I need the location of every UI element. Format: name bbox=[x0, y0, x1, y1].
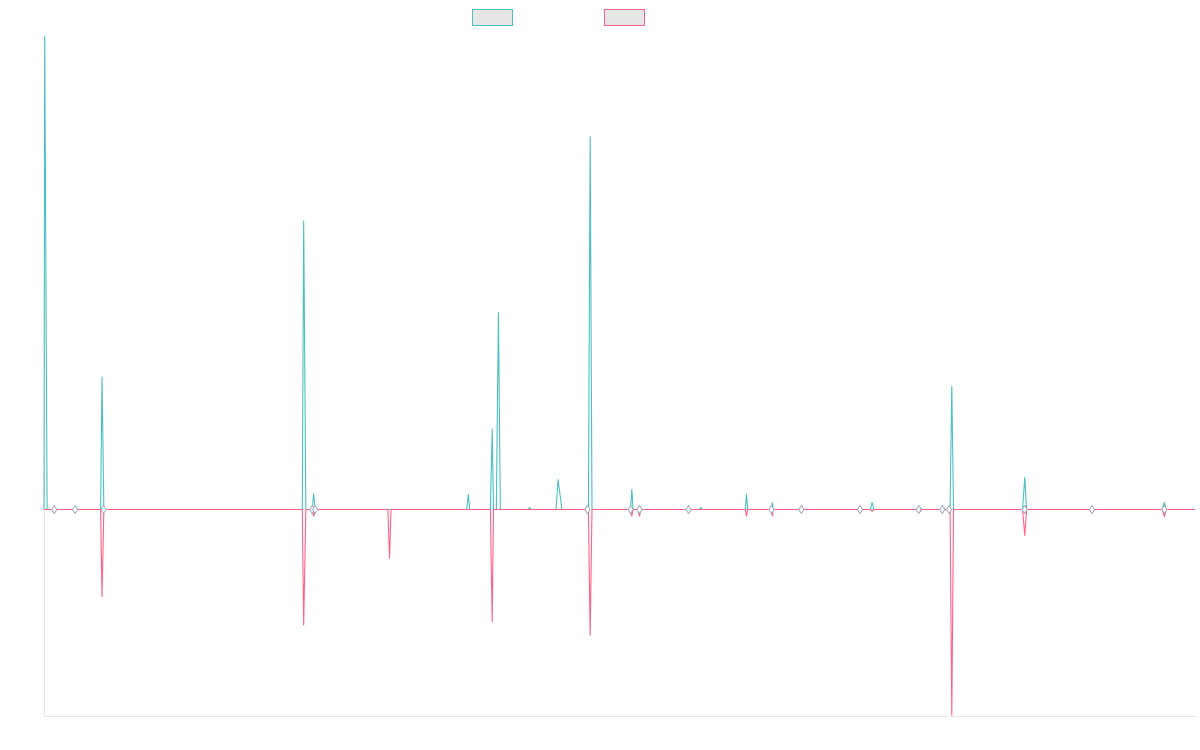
series-1-line bbox=[43, 35, 1195, 511]
data-point-marker bbox=[915, 504, 922, 515]
legend-swatch-series-1[interactable] bbox=[472, 9, 513, 26]
data-point-marker bbox=[1088, 504, 1096, 515]
data-point-marker bbox=[856, 504, 864, 515]
data-point-marker bbox=[584, 504, 591, 515]
data-point-marker bbox=[768, 504, 775, 515]
data-point-marker bbox=[1021, 504, 1028, 515]
series-layer bbox=[43, 35, 1195, 716]
legend-swatch-series-2[interactable] bbox=[604, 9, 645, 26]
data-point-marker bbox=[798, 504, 805, 515]
data-point-marker bbox=[685, 504, 692, 515]
data-point-marker bbox=[1161, 504, 1168, 515]
data-point-marker bbox=[100, 504, 107, 515]
data-point-marker bbox=[939, 504, 946, 515]
marker-layer bbox=[51, 504, 1168, 515]
data-point-marker bbox=[71, 504, 79, 515]
data-point-marker bbox=[312, 504, 319, 515]
data-point-marker bbox=[946, 504, 953, 515]
data-point-marker bbox=[627, 504, 634, 515]
data-point-marker bbox=[636, 504, 643, 515]
data-point-marker bbox=[51, 504, 58, 515]
legend[interactable] bbox=[472, 9, 645, 26]
series-2-line bbox=[44, 508, 1195, 716]
